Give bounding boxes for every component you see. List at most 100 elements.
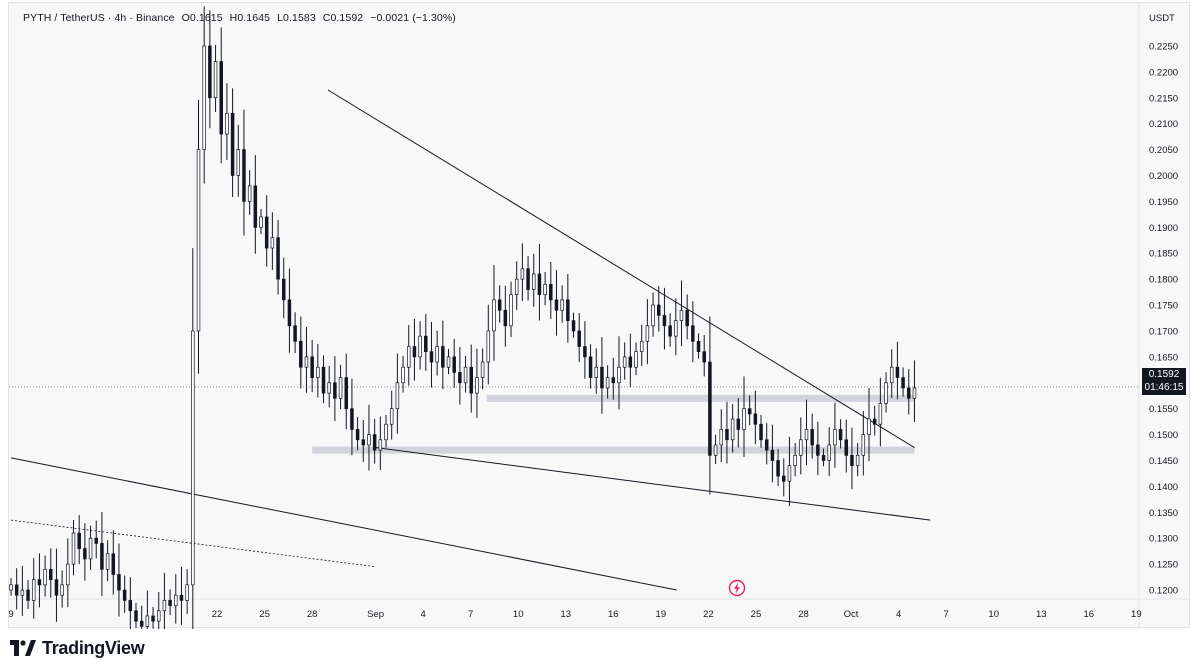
candle-body bbox=[424, 335, 428, 353]
candle bbox=[850, 427, 854, 490]
candle bbox=[117, 543, 121, 617]
candle bbox=[225, 83, 229, 160]
candle bbox=[577, 312, 581, 362]
candle-body bbox=[304, 356, 309, 368]
candle bbox=[94, 520, 98, 559]
legend-open: O0.1615 bbox=[181, 12, 223, 24]
candle bbox=[66, 538, 70, 607]
last-price-label: 0.1592 bbox=[1148, 369, 1180, 380]
candle bbox=[907, 369, 911, 415]
candle-body bbox=[384, 423, 388, 441]
candle-body bbox=[532, 273, 536, 290]
candle bbox=[872, 405, 877, 436]
candle bbox=[571, 312, 576, 338]
candle bbox=[242, 109, 246, 236]
candle bbox=[429, 321, 434, 388]
x-tick-label: 7 bbox=[468, 609, 473, 620]
candle bbox=[782, 458, 786, 497]
currency-label: USDT bbox=[1149, 13, 1175, 24]
chart-pane[interactable]: USDT 0.2250 0.2200 0.2150 0.2100 0.2050 0.2000… bbox=[8, 2, 1191, 629]
candle bbox=[270, 212, 275, 270]
candle bbox=[281, 257, 286, 319]
candle bbox=[628, 333, 633, 388]
candle bbox=[821, 448, 826, 467]
candle-body bbox=[657, 304, 661, 316]
candle bbox=[526, 256, 530, 301]
candle bbox=[884, 372, 888, 413]
candle-body bbox=[685, 309, 689, 327]
candle bbox=[191, 248, 195, 629]
candle-body bbox=[566, 299, 570, 321]
candle-body bbox=[321, 366, 326, 394]
candlestick-chart[interactable]: USDT 0.2250 0.2200 0.2150 0.2100 0.2050 0.2000… bbox=[9, 3, 1191, 629]
candle-body bbox=[503, 309, 508, 327]
candle bbox=[509, 281, 513, 337]
candle bbox=[219, 27, 223, 164]
x-tick-label: 4 bbox=[896, 609, 901, 620]
candle bbox=[588, 344, 593, 389]
x-tick-label: Oct bbox=[844, 609, 859, 620]
candle bbox=[549, 262, 553, 319]
tradingview-logo-icon bbox=[10, 640, 36, 656]
candle bbox=[327, 366, 331, 408]
candle bbox=[344, 353, 348, 430]
candle-body bbox=[378, 439, 383, 451]
candle bbox=[156, 591, 161, 629]
candle-body bbox=[639, 340, 644, 353]
candle bbox=[174, 574, 178, 624]
candle-body bbox=[804, 429, 809, 441]
candle bbox=[537, 243, 542, 321]
candle-body bbox=[838, 429, 843, 441]
candle-body bbox=[492, 299, 496, 332]
candle-body bbox=[907, 387, 911, 399]
candle-body bbox=[600, 366, 604, 389]
x-tick-label: 10 bbox=[513, 609, 524, 620]
legend-change: −0.0021 (−1.30%) bbox=[370, 12, 456, 24]
candle-body bbox=[872, 418, 877, 425]
candle-body bbox=[634, 351, 638, 368]
y-tick-label: 0.1250 bbox=[1149, 560, 1178, 571]
candle-body bbox=[361, 439, 366, 446]
candle-body bbox=[100, 543, 104, 570]
candle bbox=[213, 44, 218, 112]
candle-body bbox=[179, 594, 184, 601]
candle-body bbox=[66, 563, 70, 586]
candle bbox=[395, 353, 400, 434]
candle bbox=[202, 6, 206, 184]
tradingview-logo[interactable]: TradingView bbox=[10, 637, 145, 659]
candle-body bbox=[617, 366, 621, 384]
candle-body bbox=[395, 382, 400, 410]
candle-body bbox=[816, 444, 820, 456]
candle bbox=[247, 170, 252, 215]
candle bbox=[759, 414, 763, 448]
candle bbox=[787, 436, 792, 506]
lightning-icon[interactable] bbox=[728, 579, 746, 597]
candle-body bbox=[912, 387, 917, 399]
candle bbox=[725, 401, 729, 464]
candle bbox=[196, 99, 201, 374]
candle bbox=[594, 348, 599, 394]
candle bbox=[844, 419, 849, 473]
candle-body bbox=[49, 568, 53, 581]
y-tick-label: 0.1850 bbox=[1149, 249, 1178, 260]
candle bbox=[583, 321, 587, 379]
candle-body bbox=[37, 579, 42, 586]
x-tick-label: 10 bbox=[988, 609, 999, 620]
candle bbox=[605, 365, 610, 399]
candle bbox=[617, 336, 621, 410]
candle bbox=[259, 208, 263, 235]
candle-body bbox=[645, 325, 650, 342]
candle bbox=[49, 548, 53, 598]
candle-body bbox=[901, 377, 905, 389]
legend-symbol: PYTH / TetherUS · 4h · Binance bbox=[23, 12, 175, 24]
candle bbox=[543, 271, 547, 306]
candle bbox=[338, 364, 343, 410]
candle bbox=[554, 270, 559, 336]
candle bbox=[861, 411, 866, 476]
candle-body bbox=[94, 537, 98, 544]
x-tick-label: 9 bbox=[9, 609, 14, 620]
candle-body bbox=[810, 429, 814, 446]
candle-body bbox=[26, 589, 30, 601]
candle-body bbox=[412, 346, 417, 358]
candle-body bbox=[662, 315, 667, 327]
